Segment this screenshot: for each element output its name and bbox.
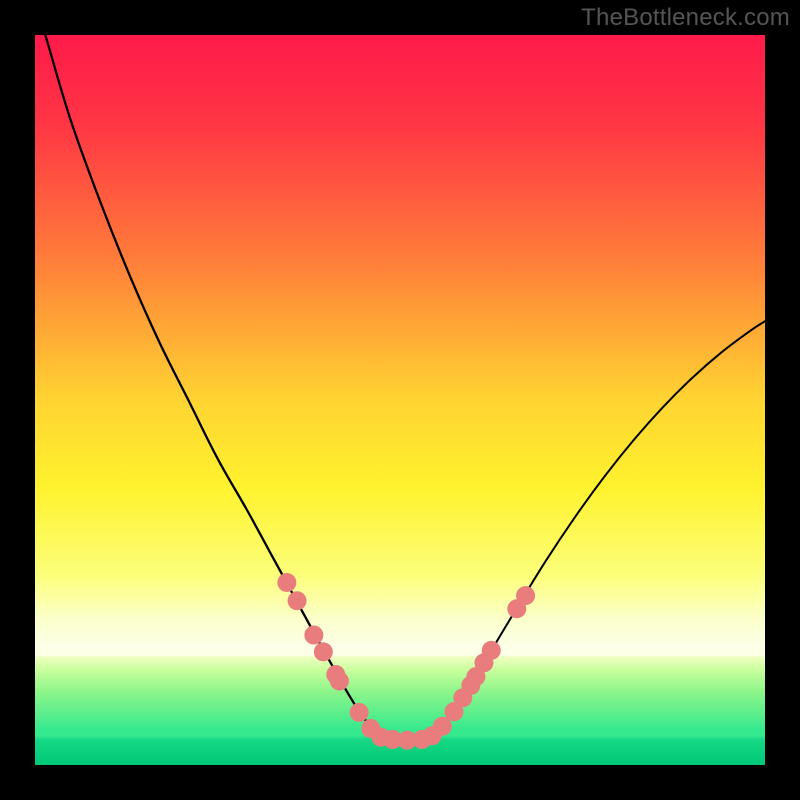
bottleneck-chart [35,35,765,765]
data-dot [288,591,307,610]
data-dot [350,703,369,722]
watermark-text: TheBottleneck.com [581,4,790,32]
plot-area [35,35,765,765]
gradient-background [35,35,765,765]
data-dot [304,626,323,645]
data-dot [516,586,535,605]
data-dot [482,641,501,660]
chart-frame: TheBottleneck.com [0,0,800,800]
data-dot [277,573,296,592]
data-dot [330,672,349,691]
data-dot [314,642,333,661]
